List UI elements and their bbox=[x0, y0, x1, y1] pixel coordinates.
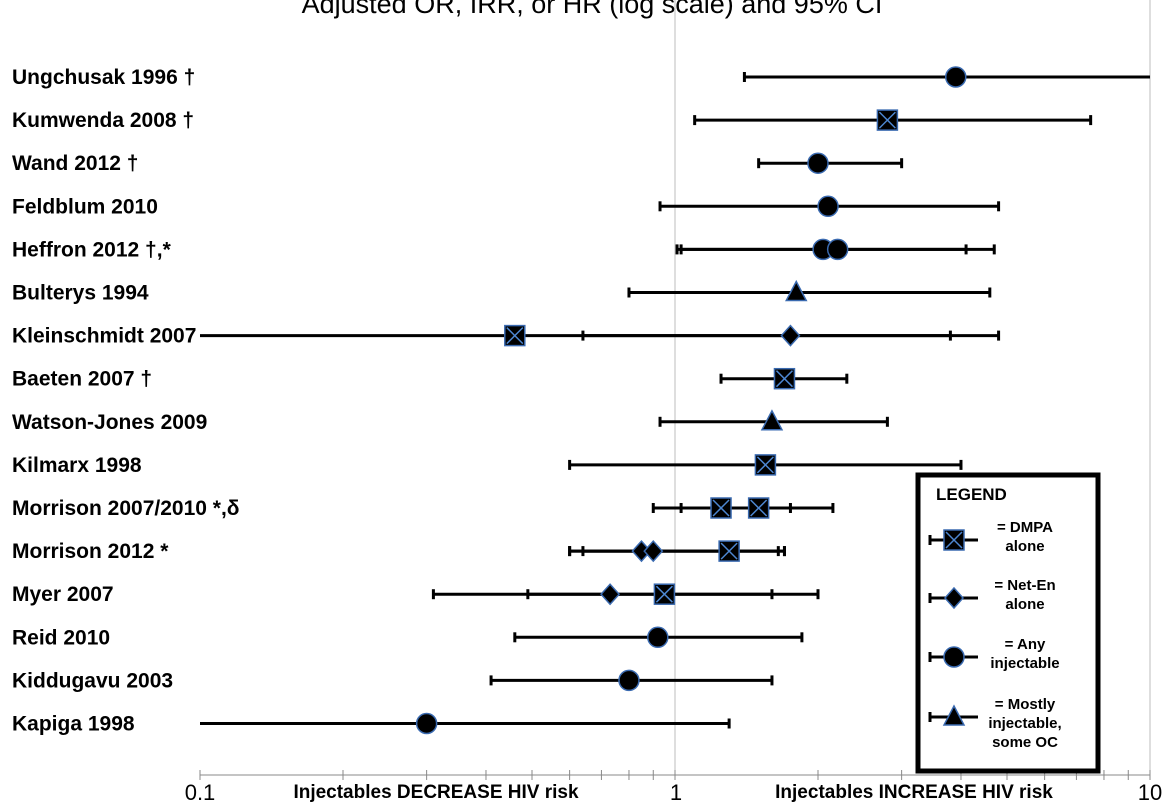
study-row: Baeten 2007 † bbox=[12, 367, 849, 391]
point-estimate-dmpa bbox=[754, 454, 777, 476]
legend-label: = DMPA bbox=[997, 519, 1053, 536]
point-estimate-triangle bbox=[760, 409, 784, 431]
legend-entry-dmpa: = DMPA alone bbox=[928, 519, 1053, 555]
point-estimate-diamond bbox=[643, 539, 664, 563]
point-estimate-dmpa bbox=[710, 497, 732, 519]
point-estimate-triangle bbox=[785, 279, 808, 302]
x-tick-1: 1 bbox=[670, 780, 682, 805]
study-label: Morrison 2012 * bbox=[12, 540, 169, 563]
study-row: Kiddugavu 2003 bbox=[12, 669, 774, 692]
point-estimate-dmpa bbox=[653, 583, 676, 605]
study-row: Morrison 2007/2010 *,δ bbox=[12, 497, 835, 520]
point-estimate-dmpa bbox=[504, 324, 526, 347]
legend-label: = Mostly bbox=[995, 696, 1056, 713]
study-label: Bulterys 1994 bbox=[12, 282, 149, 305]
x-right-note: Injectables INCREASE HIV risk bbox=[775, 782, 1053, 803]
legend-label: injectable bbox=[990, 655, 1059, 672]
study-row: Myer 2007 bbox=[12, 583, 820, 606]
study-label: Kilmarx 1998 bbox=[12, 454, 142, 477]
legend-marker-dmpa bbox=[943, 529, 965, 551]
legend-marker-triangle bbox=[942, 704, 966, 726]
study-label: Morrison 2007/2010 *,δ bbox=[12, 497, 240, 520]
legend-label: alone bbox=[1005, 596, 1044, 613]
study-row: Heffron 2012 †,* bbox=[12, 238, 996, 261]
point-estimate-dmpa bbox=[718, 540, 740, 562]
study-row: Bulterys 1994 bbox=[12, 279, 992, 305]
study-label: Heffron 2012 †,* bbox=[12, 238, 172, 261]
study-label: Watson-Jones 2009 bbox=[12, 411, 207, 434]
study-label: Baeten 2007 † bbox=[12, 368, 152, 391]
study-label: Kiddugavu 2003 bbox=[12, 669, 173, 692]
study-label: Kleinschmidt 2007 bbox=[12, 325, 196, 348]
point-estimate-circle bbox=[807, 152, 829, 174]
study-label: Kapiga 1998 bbox=[12, 713, 135, 736]
legend-label: alone bbox=[1005, 538, 1044, 555]
study-label: Kumwenda 2008 † bbox=[12, 109, 194, 132]
legend-entry-triangle: = Mostly injectable, some OC bbox=[928, 696, 1062, 751]
legend-label: = Net-En bbox=[994, 577, 1055, 594]
study-label: Myer 2007 bbox=[12, 583, 114, 606]
study-row: Ungchusak 1996 † bbox=[12, 66, 1150, 89]
point-estimate-circle bbox=[618, 669, 640, 692]
x-axis: 0.1 1 10 Injectables DECREASE HIV risk I… bbox=[185, 780, 1163, 805]
point-estimate-diamond bbox=[780, 324, 801, 347]
point-estimate-dmpa bbox=[876, 109, 899, 131]
study-row: Kleinschmidt 2007 bbox=[12, 324, 1001, 348]
legend-label: = Any bbox=[1005, 636, 1046, 653]
legend: LEGEND = DMPA alone = Net-En alone = Any inje… bbox=[915, 472, 1101, 774]
study-row: Kapiga 1998 bbox=[12, 712, 731, 736]
chart-title: Adjusted OR, IRR, or HR (log scale) and … bbox=[302, 0, 883, 19]
point-estimate-circle bbox=[415, 712, 438, 735]
study-row: Morrison 2012 * bbox=[12, 539, 786, 563]
point-estimate-circle bbox=[826, 238, 849, 261]
legend-label: injectable, bbox=[988, 715, 1061, 732]
x-left-note: Injectables DECREASE HIV risk bbox=[293, 782, 579, 803]
point-estimate-circle bbox=[945, 66, 967, 88]
study-row: Wand 2012 † bbox=[12, 152, 904, 175]
study-row: Feldblum 2010 bbox=[12, 195, 1001, 218]
study-row: Watson-Jones 2009 bbox=[12, 409, 889, 434]
study-label: Ungchusak 1996 † bbox=[12, 66, 195, 89]
point-estimate-diamond bbox=[600, 583, 621, 606]
study-row: Kilmarx 1998 bbox=[12, 454, 963, 477]
x-tick-10: 10 bbox=[1138, 780, 1162, 805]
point-estimate-dmpa bbox=[747, 497, 770, 519]
legend-entry-diamond: = Net-En alone bbox=[928, 577, 1056, 613]
point-estimate-circle bbox=[817, 195, 839, 218]
legend-entry-circle: = Any injectable bbox=[928, 636, 1060, 672]
legend-marker-circle bbox=[943, 646, 965, 668]
study-row: Kumwenda 2008 † bbox=[12, 109, 1093, 132]
study-rows: Ungchusak 1996 † Kumwenda 2008 † Wand 2012… bbox=[12, 66, 1150, 736]
legend-marker-diamond bbox=[943, 586, 965, 610]
gridlines bbox=[199, 0, 1151, 780]
x-tick-0-1: 0.1 bbox=[185, 780, 216, 805]
study-row: Reid 2010 bbox=[12, 626, 804, 649]
study-label: Reid 2010 bbox=[12, 626, 110, 649]
study-label: Wand 2012 † bbox=[12, 152, 138, 175]
legend-label: some OC bbox=[992, 734, 1058, 751]
legend-title: LEGEND bbox=[936, 485, 1007, 504]
point-estimate-circle bbox=[647, 626, 669, 649]
point-estimate-dmpa bbox=[773, 367, 796, 390]
study-label: Feldblum 2010 bbox=[12, 195, 158, 218]
